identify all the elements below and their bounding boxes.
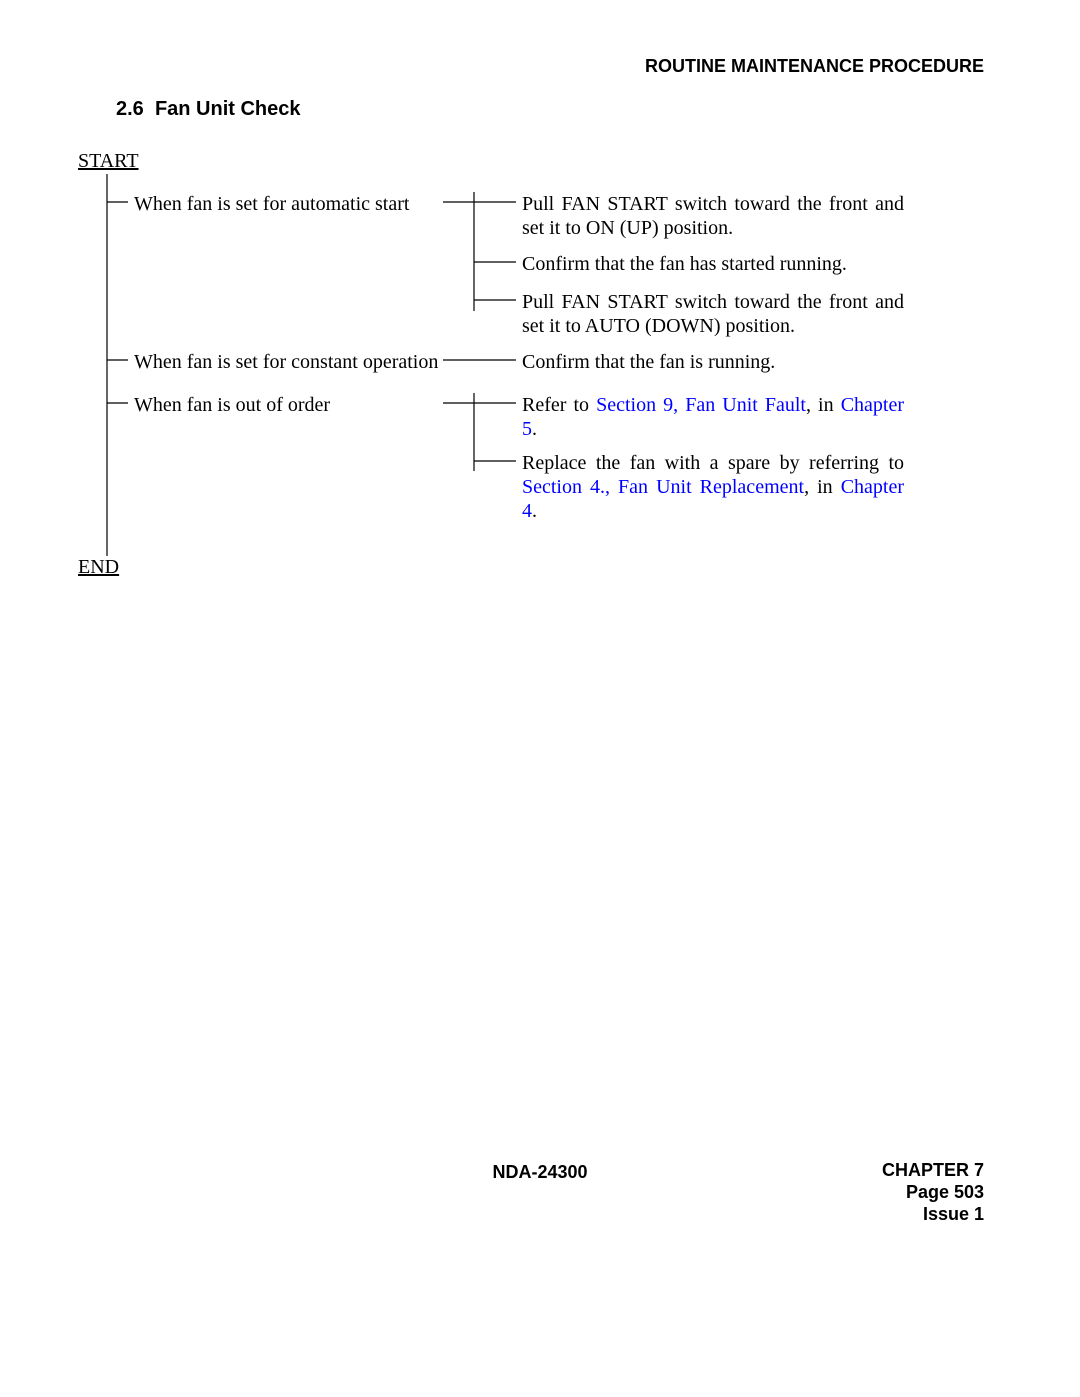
footer-page: Page 503 [882, 1181, 984, 1203]
footer-chapter: CHAPTER 7 [882, 1159, 984, 1181]
footer-right-block: CHAPTER 7 Page 503 Issue 1 [882, 1159, 984, 1225]
page: ROUTINE MAINTENANCE PROCEDURE 2.6 Fan Un… [0, 0, 1080, 1397]
footer-issue: Issue 1 [882, 1203, 984, 1225]
